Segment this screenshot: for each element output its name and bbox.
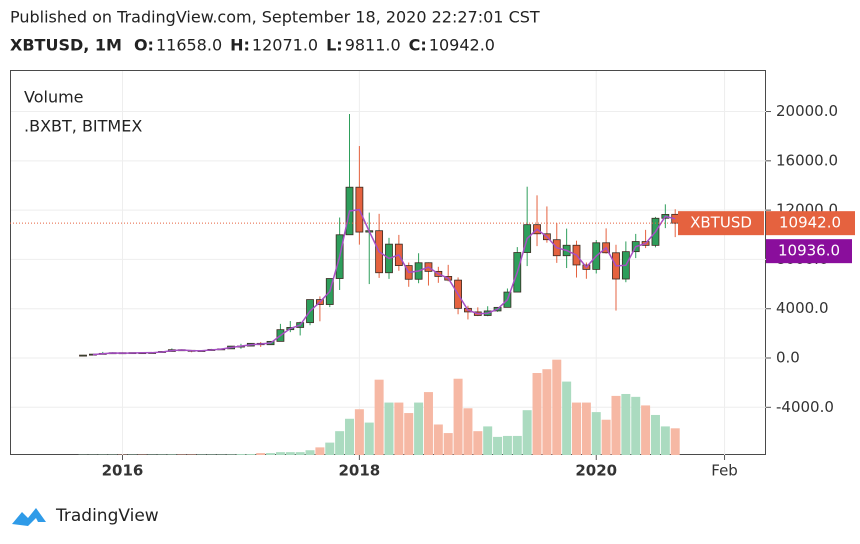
volume-layer <box>78 359 680 455</box>
ohlc-key: L: <box>326 36 343 55</box>
volume-bar <box>414 402 424 455</box>
volume-bar <box>621 393 631 455</box>
moving-average <box>92 208 676 356</box>
volume-bar <box>641 405 651 455</box>
last-price-tag: 10942.0 <box>779 214 841 232</box>
volume-bar <box>275 452 285 455</box>
y-tick-label: 0.0 <box>776 349 800 367</box>
volume-bar <box>167 454 177 455</box>
ohlc-key: H: <box>230 36 250 55</box>
volume-bar <box>572 402 582 455</box>
x-tick-label: 2016 <box>102 462 144 480</box>
volume-bar <box>315 447 325 455</box>
x-tick-label: Feb <box>711 462 738 480</box>
volume-bar <box>295 452 305 455</box>
volume-bar <box>631 396 641 455</box>
volume-bar <box>364 422 374 455</box>
volume-bar <box>473 431 483 455</box>
volume-bar <box>374 379 384 455</box>
volume-bar <box>404 413 414 455</box>
volume-bar <box>670 428 680 455</box>
volume-bar <box>305 450 315 455</box>
last-price-tag-bg <box>766 211 855 236</box>
axes: 20000.016000.012000.08000.04000.00.0-400… <box>10 102 855 480</box>
volume-bar <box>335 431 345 455</box>
volume-bar <box>542 369 552 455</box>
ohlc-value: 12071.0 <box>252 36 318 55</box>
logo-text: TradingView <box>55 506 159 526</box>
grid <box>11 71 766 455</box>
volume-bar <box>443 433 453 455</box>
symbol-tag-bg <box>678 211 764 236</box>
volume-bar <box>562 381 572 455</box>
y-tick-label: 4000.0 <box>776 299 829 317</box>
ohlc-key: O: <box>134 36 154 55</box>
ohlc-key: C: <box>409 36 427 55</box>
volume-bar <box>512 435 522 455</box>
tradingview-logo: TradingView <box>12 506 159 526</box>
volume-bar <box>266 453 276 455</box>
volume-bar <box>611 395 621 455</box>
volume-bar <box>285 452 295 455</box>
volume-bar <box>650 414 660 455</box>
volume-bar <box>591 412 601 455</box>
volume-bar <box>532 373 542 455</box>
y-tick-label: -4000.0 <box>776 398 834 416</box>
volume-bar <box>325 442 335 455</box>
legend-title: Volume <box>24 88 84 107</box>
volume-bar <box>660 426 670 455</box>
ma-tag: 10936.0 <box>778 242 840 260</box>
candle-body <box>79 354 87 357</box>
volume-bar <box>384 402 394 455</box>
y-tick-label: 20000.0 <box>776 102 838 120</box>
volume-bar <box>256 453 266 455</box>
symbol-line: XBTUSD, 1M O: 11658.0 H: 12071.0 L: 9811.0 C: 10… <box>10 36 495 55</box>
volume-bar <box>236 454 246 455</box>
ma-tag-bg <box>766 239 852 264</box>
candle-layer <box>79 113 680 357</box>
x-tick-label: 2020 <box>575 462 617 480</box>
volume-bar <box>453 378 463 455</box>
volume-bar <box>226 454 236 455</box>
legend-source: .BXBT, BITMEX <box>24 117 142 136</box>
ohlc-value: 11658.0 <box>156 36 222 55</box>
x-tick-label: 2018 <box>339 462 381 480</box>
y-tick-label: 16000.0 <box>776 151 838 169</box>
volume-bar <box>552 359 562 455</box>
symbol-tag: XBTUSD <box>690 214 752 232</box>
volume-bar <box>394 402 404 455</box>
volume-bar <box>502 435 512 455</box>
logo-icon <box>12 508 46 526</box>
ohlc-value: 10942.0 <box>429 36 495 55</box>
volume-bar <box>601 419 611 455</box>
volume-bar <box>246 454 256 455</box>
volume-bar <box>581 402 591 455</box>
volume-bar <box>423 392 433 455</box>
volume-bar <box>354 409 364 455</box>
volume-bar <box>493 436 503 455</box>
volume-bar <box>522 410 532 455</box>
volume-bar <box>345 418 355 455</box>
ohlc-value: 9811.0 <box>345 36 401 55</box>
published-line: Published on TradingView.com, September … <box>10 8 540 27</box>
volume-bar <box>463 408 473 455</box>
volume-bar <box>483 426 493 455</box>
volume-bar <box>433 424 443 455</box>
symbol-interval: XBTUSD, 1M <box>10 36 122 55</box>
